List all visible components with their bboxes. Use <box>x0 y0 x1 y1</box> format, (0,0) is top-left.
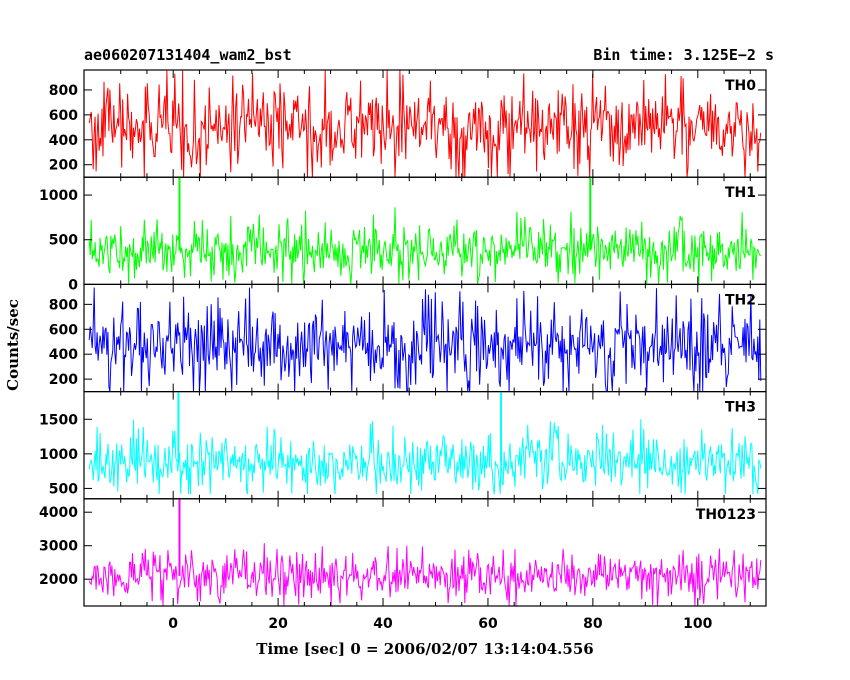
series-th0 <box>88 70 762 178</box>
y-tick-label: 400 <box>49 133 78 149</box>
panels-group: 200 400 600 800 TH0 0 500 1000 TH1 200 400 600 800 TH… <box>39 69 767 607</box>
y-tick-label: 800 <box>49 83 78 99</box>
y-tick-label: 600 <box>49 108 78 124</box>
panel-th0123: 2000 3000 4000 TH0123 <box>39 498 767 607</box>
y-axis-label: Counts/sec <box>4 299 22 391</box>
series-label-th3: TH3 <box>725 400 756 416</box>
y-tick-label: 500 <box>49 233 78 249</box>
y-tick-label: 400 <box>49 347 78 363</box>
y-tick-label: 200 <box>49 158 78 174</box>
series-label-th0: TH0 <box>725 78 756 94</box>
y-tick-label: 2000 <box>39 572 78 588</box>
y-tick-label: 1000 <box>39 188 78 204</box>
x-tick-label: 100 <box>683 616 712 632</box>
x-axis-label: Time [sec] 0 = 2006/02/07 13:14:04.556 <box>256 640 593 658</box>
x-tick-label: 60 <box>478 616 498 632</box>
x-axis: 0 20 40 60 80 100 <box>168 616 712 632</box>
series-th0123 <box>88 543 762 606</box>
series-th3 <box>88 419 762 495</box>
y-tick-label: 1000 <box>39 447 78 463</box>
y-tick-label: 800 <box>49 297 78 313</box>
panel-frame <box>83 498 767 607</box>
y-tick-label: 600 <box>49 322 78 338</box>
series-label-th2: TH2 <box>725 292 756 308</box>
x-tick-label: 0 <box>168 616 178 632</box>
y-tick-label: 200 <box>49 372 78 388</box>
panel-th2: 200 400 600 800 TH2 <box>49 283 767 393</box>
bin-time-label: Bin time: 3.125E−2 s <box>593 46 774 64</box>
x-tick-label: 20 <box>268 616 288 632</box>
y-tick-label: 4000 <box>39 505 78 521</box>
series-th2 <box>88 287 762 392</box>
series-label-th1: TH1 <box>725 185 756 201</box>
y-tick-label: 3000 <box>39 539 78 555</box>
chart-title: ae060207131404_wam2_bst <box>84 46 292 64</box>
series-label-th0123: TH0123 <box>696 507 756 523</box>
y-tick-label: 500 <box>49 481 78 497</box>
panel-th1: 0 500 1000 TH1 <box>39 176 767 293</box>
y-tick-label: 1500 <box>39 412 78 428</box>
series-th1 <box>88 207 762 285</box>
panel-th3: 500 1000 1500 TH3 <box>39 391 767 500</box>
panel-frame <box>83 391 767 500</box>
x-tick-label: 40 <box>373 616 393 632</box>
x-tick-label: 80 <box>583 616 603 632</box>
panel-th0: 200 400 600 800 TH0 <box>49 69 767 178</box>
y-tick-label: 0 <box>68 277 78 293</box>
